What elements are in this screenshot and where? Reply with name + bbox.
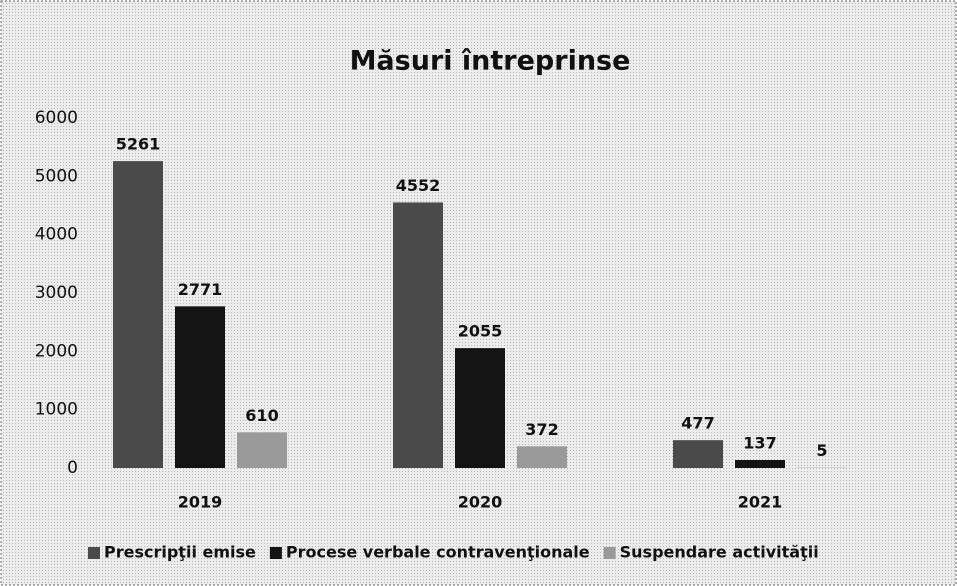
legend-label: Procese verbale contravenţionale [286,543,590,562]
bar [735,460,785,468]
data-label: 610 [245,406,278,425]
bar [517,446,567,468]
y-tick-label: 2000 [35,341,78,361]
legend-label: Suspendare activităţii [620,543,819,562]
x-tick-label: 2019 [178,493,223,512]
y-tick-label: 0 [67,458,78,478]
y-tick-label: 3000 [35,283,78,303]
x-tick-label: 2021 [738,493,783,512]
data-label: 4552 [396,176,441,195]
legend-swatch [88,547,100,559]
bar [113,161,163,468]
y-tick-label: 5000 [35,166,78,186]
y-tick-label: 6000 [35,108,78,128]
bar [455,348,505,468]
chart-title: Măsuri întreprinse [350,46,631,77]
data-label: 2771 [178,280,223,299]
bar [673,440,723,468]
legend-swatch [269,547,282,559]
bar [175,306,225,468]
bar [237,432,287,468]
data-label: 477 [681,414,714,433]
legend-swatch [603,547,616,559]
x-tick-label: 2020 [458,493,503,512]
y-tick-label: 4000 [35,225,78,245]
data-label: 2055 [458,322,503,341]
data-label: 5 [816,441,827,460]
y-tick-label: 1000 [35,400,78,420]
data-label: 5261 [116,135,161,154]
data-label: 372 [525,420,558,439]
bar [393,202,443,468]
data-label: 137 [743,434,776,453]
legend-label: Prescripţii emise [104,543,256,562]
